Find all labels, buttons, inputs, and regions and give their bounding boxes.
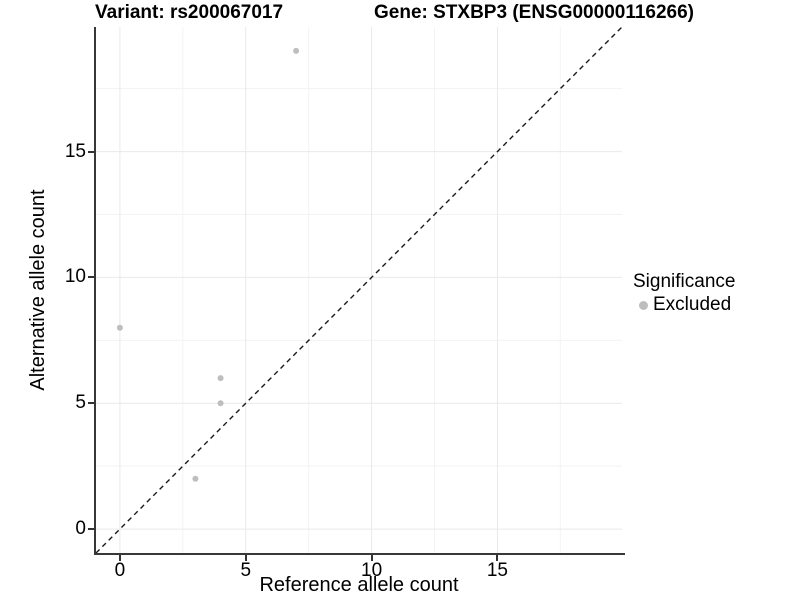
x-tick-label: 5 [240, 560, 252, 581]
y-tick-label: 15 [64, 140, 86, 162]
x-axis-line [94, 553, 625, 555]
y-tick-mark [88, 276, 94, 279]
x-tick-mark [496, 555, 499, 561]
x-tick-label: 10 [361, 560, 383, 581]
data-point [217, 375, 224, 382]
x-tick-label: 0 [114, 560, 126, 581]
x-tick-mark [244, 555, 247, 561]
y-axis-line [94, 27, 96, 555]
data-point [293, 47, 300, 54]
x-tick-label: 15 [486, 560, 508, 581]
data-point [116, 324, 123, 331]
x-tick-mark [118, 555, 121, 561]
legend-item-label: Excluded [653, 294, 732, 315]
y-axis-title: Alternative allele count [27, 189, 49, 391]
legend-title: Significance [633, 271, 736, 292]
plot-panel [96, 27, 622, 553]
y-tick-label: 5 [75, 392, 86, 414]
plot-svg [96, 27, 622, 553]
y-tick-label: 10 [64, 266, 86, 288]
x-axis-title: Reference allele count [259, 574, 459, 596]
y-tick-mark [88, 402, 94, 405]
data-point [217, 400, 224, 407]
legend-item: Excluded [633, 294, 735, 316]
y-tick-label: 0 [75, 518, 86, 540]
legend: Significance Excluded [633, 271, 735, 316]
y-tick-mark [88, 528, 94, 531]
identity-line [96, 27, 622, 553]
x-tick-mark [370, 555, 373, 561]
legend-point-icon [639, 300, 648, 310]
data-point [192, 475, 199, 482]
gene-title: Gene: STXBP3 (ENSG00000116266) [374, 2, 695, 23]
y-tick-mark [88, 150, 94, 153]
variant-title: Variant: rs200067017 [95, 2, 284, 23]
